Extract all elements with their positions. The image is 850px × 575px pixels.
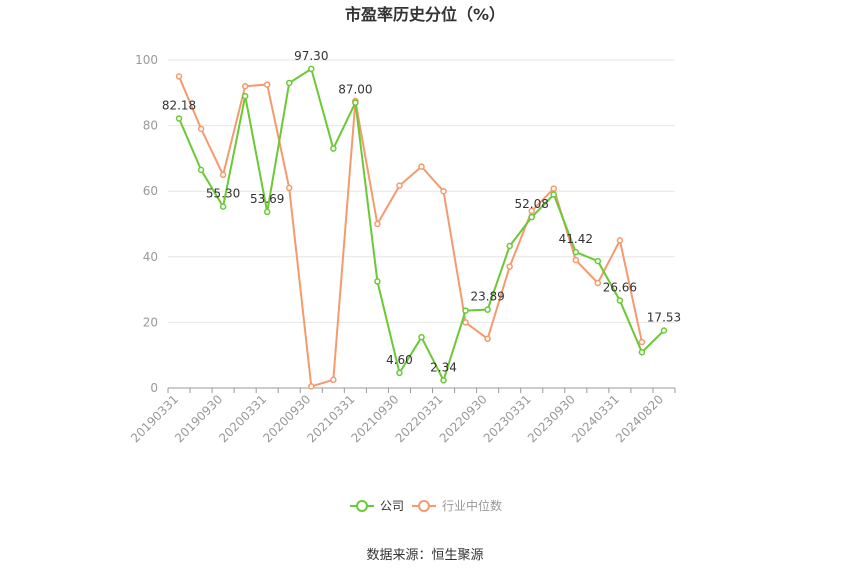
data-point [616,237,624,244]
data-point [616,297,624,304]
data-point [197,125,205,133]
data-label: 97.30 [294,49,328,63]
data-point [175,73,183,80]
data-labels: 82.18 55.30 53.69 97.30 87.00 4.60 2.34 23.89 52… [162,49,681,374]
data-point [462,319,469,326]
legend-item-industry-median[interactable]: 行业中位数 [412,498,502,513]
data-point [528,213,535,221]
data-point [308,65,315,73]
data-point [219,171,227,179]
data-point [594,279,602,287]
data-label: 52.08 [515,197,549,211]
data-point [550,191,558,198]
data-point [374,220,381,228]
legend-label: 公司 [380,499,404,513]
x-axis: 2019033120190930202003312020093020210331… [128,387,676,445]
y-tick-label: 0 [150,381,158,395]
data-point [638,338,646,346]
chart-title: 市盈率历史分位（%） [345,5,505,24]
y-tick-label: 60 [143,184,158,198]
legend-item-company[interactable]: 公司 [350,499,404,513]
data-point [418,163,425,170]
data-point [550,185,558,192]
data-point [660,327,668,334]
data-point [285,184,293,192]
data-point [352,99,359,106]
data-point [197,166,205,174]
data-point [263,208,271,216]
y-tick-label: 80 [143,119,158,133]
data-point [285,79,293,87]
data-label: 4.60 [386,353,413,367]
legend-swatch-marker [418,500,430,512]
data-point [594,257,602,265]
data-point [506,263,513,270]
data-point [263,81,271,88]
data-point [462,307,469,314]
data-point [418,333,425,341]
data-point [330,145,337,152]
data-point [440,377,447,384]
legend-swatch-marker [356,500,368,512]
source-note: 数据来源：恒生聚源 [366,548,483,563]
data-point [484,306,491,313]
data-point [572,256,580,264]
data-label: 26.66 [603,281,637,295]
series-line-0 [178,67,665,383]
legend-label: 行业中位数 [442,498,502,513]
data-point [396,182,403,189]
data-point [638,348,646,356]
data-label: 41.42 [559,232,593,246]
data-point [528,207,535,215]
data-point [175,115,183,122]
data-label: 82.18 [162,98,196,112]
data-point [396,369,403,377]
data-point [484,335,491,343]
plot-area [175,65,668,390]
data-point [241,82,249,90]
data-point [308,383,315,390]
data-point [374,278,381,285]
legend[interactable]: 公司 行业中位数 [350,498,502,513]
data-point [219,203,227,210]
data-label: 2.34 [430,360,457,374]
y-axis: 0 20 40 60 80 100 [135,53,158,395]
y-tick-label: 100 [135,53,158,67]
data-label: 55.30 [206,187,240,201]
y-tick-label: 40 [143,250,158,264]
grid [168,59,675,323]
data-point [506,242,513,250]
data-label: 87.00 [338,83,372,97]
x-tick-label: 20240820 [613,392,666,445]
data-point [330,376,337,384]
data-label: 53.69 [250,192,284,206]
data-point [572,248,580,256]
data-label: 17.53 [647,311,681,325]
data-point [241,92,249,100]
data-point [440,187,447,195]
y-tick-label: 20 [143,315,158,329]
data-label: 23.89 [470,290,504,304]
